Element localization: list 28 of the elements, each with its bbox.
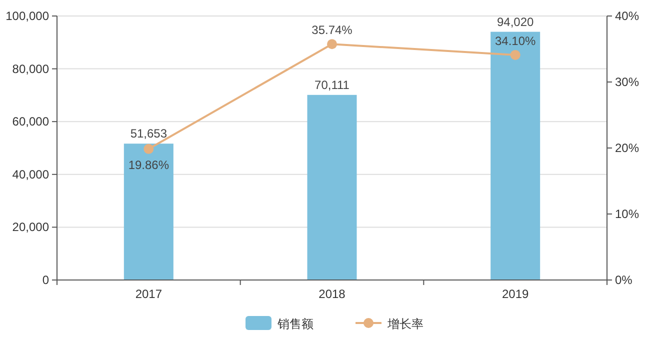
legend-label: 销售额	[276, 317, 314, 331]
y-tick-label: 60,000	[12, 114, 50, 129]
legend-label: 增长率	[386, 317, 424, 331]
data-label: 51,653	[130, 126, 168, 141]
bar	[124, 144, 174, 280]
y-tick-label: 40,000	[12, 167, 50, 182]
data-label: 94,020	[496, 14, 534, 29]
x-tick-label: 2018	[318, 287, 346, 301]
y-tick-label: 80,000	[12, 62, 50, 76]
data-label: 19.86%	[128, 158, 170, 172]
point	[327, 39, 337, 50]
y2-tick-label: 0%	[615, 273, 633, 287]
y-tick-label: 0	[42, 273, 50, 287]
y-tick-label: 20,000	[12, 220, 50, 234]
data-label: 35.74%	[312, 23, 353, 38]
point	[144, 144, 154, 154]
y2-tick-label: 20%	[615, 141, 640, 155]
y2-tick-label: 30%	[615, 75, 640, 89]
x-tick-label: 2019	[502, 287, 530, 301]
x-tick-label: 2017	[135, 287, 162, 301]
data-label: 70,111	[314, 78, 350, 92]
data-label: 34.10%	[494, 34, 536, 48]
point	[510, 50, 520, 60]
y-tick-label: 100,000	[6, 9, 50, 23]
y2-tick-label: 40%	[615, 9, 640, 23]
bar	[490, 32, 540, 280]
bar	[307, 94, 357, 280]
y2-tick-label: 10%	[615, 207, 640, 221]
